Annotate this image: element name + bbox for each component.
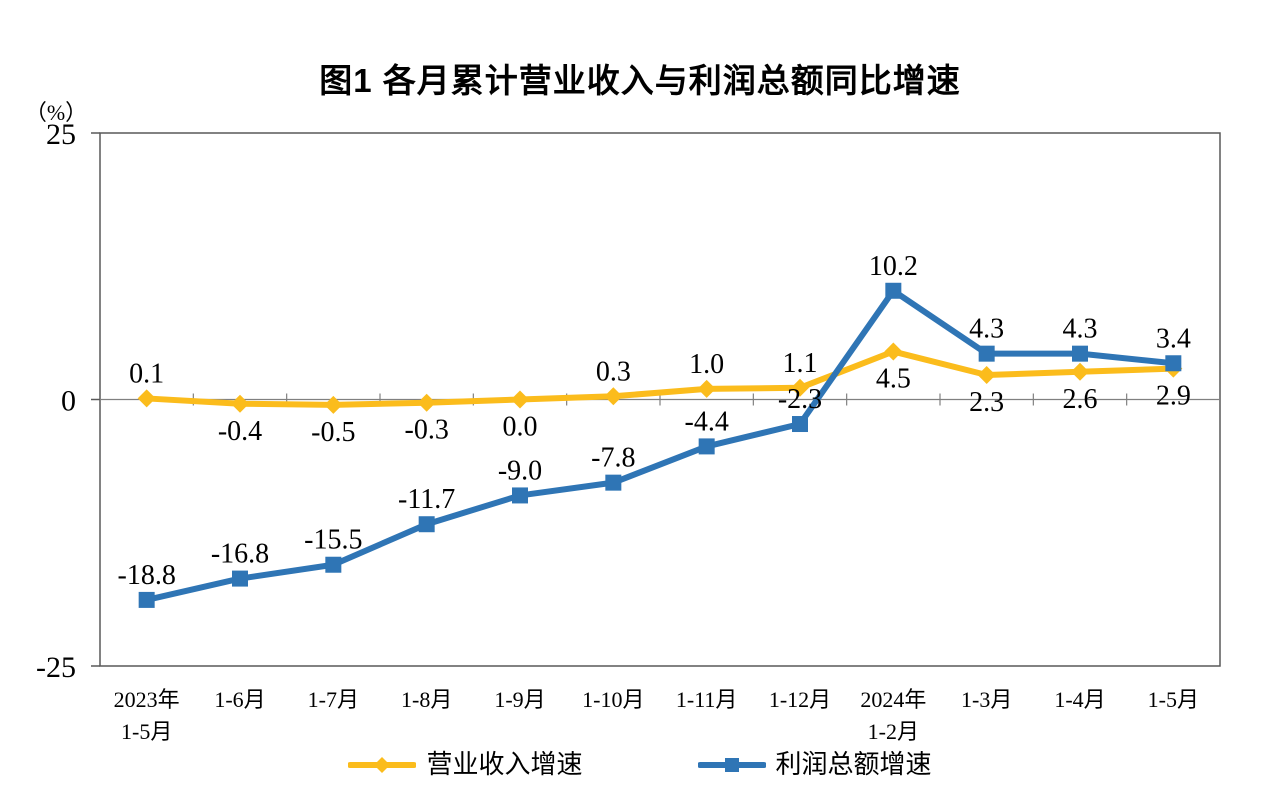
legend-item-profit: 利润总额增速 [697,750,932,779]
data-point-marker-profit [512,487,528,504]
data-label-profit: 4.3 [1063,314,1098,345]
data-point-marker-profit [698,438,715,455]
data-point-marker-profit [885,282,902,299]
x-axis-label: 2024年 1-2月 [860,687,926,744]
x-axis-label: 1-8月 [401,687,452,712]
legend-swatch-profit [697,758,766,772]
data-label-revenue: -0.3 [405,415,449,446]
chart-title: 图1 各月累计营业收入与利润总额同比增速 [319,62,961,99]
series-line-revenue [143,348,1177,408]
data-label-profit: -4.4 [685,406,729,437]
data-point-marker-revenue [324,395,343,414]
legend-marker-revenue [374,757,391,773]
data-point-marker-revenue [697,379,716,398]
data-label-revenue: 2.9 [1156,381,1191,412]
data-label-profit: -15.5 [304,525,362,556]
x-axis-label: 1-9月 [494,687,545,712]
data-label-revenue: 4.5 [876,364,911,395]
data-label-profit: -11.7 [398,484,455,515]
data-label-profit: -2.3 [778,384,822,415]
x-axis-label: 1-11月 [676,687,738,712]
chart-legend: 营业收入增速 利润总额增速 [0,752,1280,778]
data-label-revenue: 0.0 [503,412,538,443]
data-label-revenue: 0.1 [129,358,164,389]
data-point-marker-profit [792,416,808,433]
legend-label-profit: 利润总额增速 [775,750,932,779]
x-axis-label: 1-5月 [1148,687,1199,712]
data-point-marker-revenue [604,387,623,406]
data-point-marker-revenue [511,390,529,409]
data-label-profit: 4.3 [969,314,1004,345]
y-tick-label: 25 [46,118,76,151]
data-point-marker-revenue [417,393,436,412]
data-label-revenue: -0.5 [311,417,355,448]
data-point-marker-revenue [231,394,249,413]
data-point-marker-profit [1072,345,1088,362]
data-point-marker-profit [325,556,342,573]
y-tick-label: -25 [36,651,76,684]
legend-label-revenue: 营业收入增速 [426,750,583,779]
data-label-revenue: 2.3 [969,387,1004,418]
data-label-profit: 10.2 [869,251,918,282]
data-label-revenue: -0.4 [218,416,262,447]
data-label-revenue: 0.3 [596,356,631,387]
x-axis-label: 1-7月 [308,687,359,712]
x-axis-label: 1-3月 [961,687,1012,712]
data-label-profit: -9.0 [498,455,542,486]
data-point-marker-revenue [977,365,996,384]
data-point-marker-revenue [137,389,156,408]
line-chart: （%）25 0 -25 2023年 1-5月 1-6月 1-7月 1-8月 1-9月 1-10月 1… [25,100,1221,744]
data-point-marker-revenue [791,378,809,397]
legend-marker-profit [724,758,739,772]
legend-swatch-revenue [348,757,417,773]
data-point-marker-profit [1165,355,1182,372]
x-axis-label: 1-10月 [582,687,644,712]
y-axis-unit: （%） [25,100,87,125]
data-point-marker-profit [418,516,435,533]
data-point-marker-profit [605,474,622,491]
data-point-marker-revenue [884,342,903,361]
data-label-revenue: 1.0 [689,349,724,380]
x-axis-label: 1-4月 [1054,687,1105,712]
data-point-marker-profit [138,591,155,608]
data-label-profit: 3.4 [1156,323,1191,354]
series-line-profit [143,287,1177,603]
data-point-marker-profit [978,345,995,362]
data-point-marker-revenue [1071,362,1089,381]
data-label-revenue: 1.1 [783,348,818,379]
data-label-profit: -7.8 [591,443,635,474]
legend-item-revenue: 营业收入增速 [348,750,583,779]
data-point-marker-profit [232,570,248,587]
data-label-revenue: 2.6 [1063,384,1098,415]
x-axis-label: 2023年 1-5月 [114,687,180,744]
data-label-profit: -16.8 [211,539,269,570]
x-axis-label: 1-12月 [769,687,831,712]
data-label-profit: -18.8 [118,560,176,591]
x-axis-label: 1-6月 [214,687,265,712]
y-tick-label: 0 [61,385,76,418]
